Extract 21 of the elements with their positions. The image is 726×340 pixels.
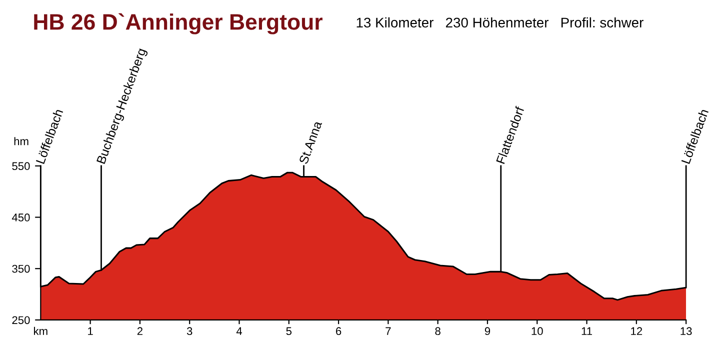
x-tick-label: 9 bbox=[484, 327, 490, 336]
y-tick-label: 250 bbox=[12, 316, 30, 324]
y-tick-label: 350 bbox=[12, 264, 30, 273]
x-tick-label: 10 bbox=[532, 327, 543, 336]
x-tick-label: 13 bbox=[680, 327, 692, 336]
x-tick-label: 3 bbox=[186, 327, 192, 336]
y-tick-label: 550 bbox=[12, 162, 30, 170]
chart-subtitle: 13 Kilometer 230 Höhenmeter Profil: schwer bbox=[356, 17, 644, 28]
x-tick-label: 2 bbox=[137, 327, 142, 335]
chart-title: HB 26 D`Anninger Bergtour bbox=[34, 13, 322, 34]
x-tick-label: 8 bbox=[435, 327, 440, 336]
x-tick-label: 7 bbox=[386, 327, 391, 335]
y-axis-title: hm bbox=[14, 137, 28, 146]
x-tick-label: 5 bbox=[286, 327, 292, 336]
x-tick-label: 6 bbox=[336, 327, 342, 336]
y-tick-label: 450 bbox=[12, 214, 30, 222]
x-tick-label: 1 bbox=[88, 327, 93, 335]
x-tick-label: 4 bbox=[236, 327, 242, 335]
x-tick-label: 12 bbox=[631, 327, 642, 335]
x-axis-title: km bbox=[34, 326, 48, 335]
x-tick-label: 11 bbox=[582, 327, 592, 335]
